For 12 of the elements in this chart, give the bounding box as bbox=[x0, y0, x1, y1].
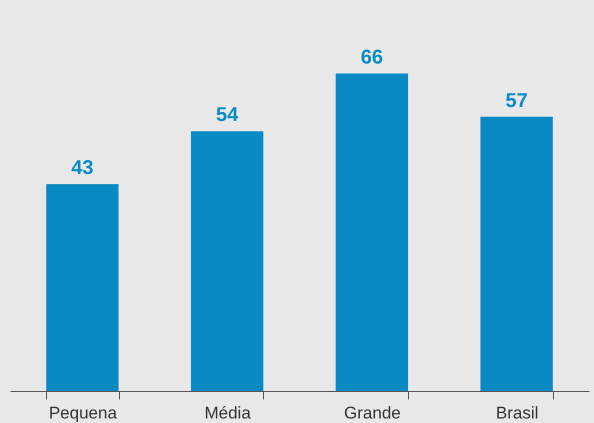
bar bbox=[190, 131, 264, 391]
data-label: 66 bbox=[360, 46, 383, 68]
data-label: 43 bbox=[71, 157, 94, 180]
bar bbox=[46, 184, 119, 391]
bar bbox=[480, 116, 553, 391]
data-label: 54 bbox=[216, 104, 240, 126]
x-tick-label: Grande bbox=[344, 404, 401, 422]
data-label: 57 bbox=[506, 90, 528, 112]
bar bbox=[336, 74, 408, 391]
x-tick-label: Pequena bbox=[48, 404, 118, 422]
x-tick-label: Média bbox=[204, 404, 252, 422]
x-tick-label: Brasil bbox=[496, 404, 538, 422]
